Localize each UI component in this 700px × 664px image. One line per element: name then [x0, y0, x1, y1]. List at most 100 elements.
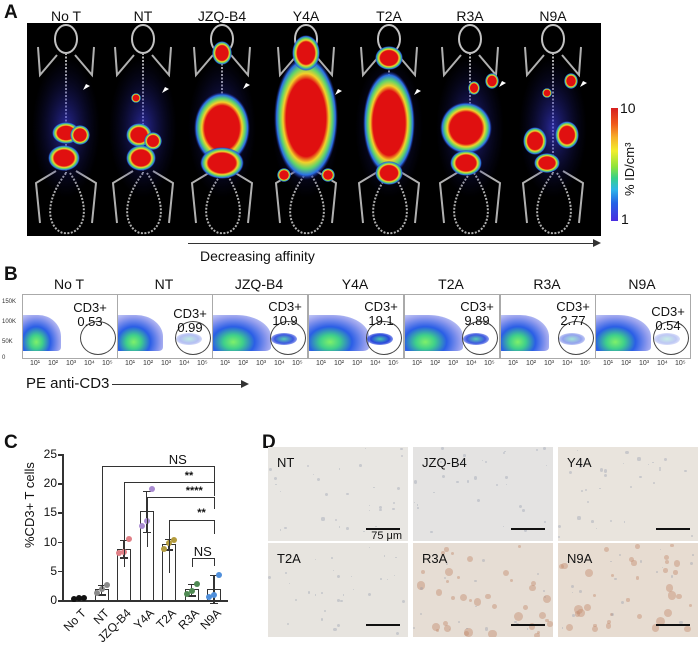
gate-name: CD3+: [651, 304, 685, 319]
gate-value: 2.77: [560, 313, 586, 328]
tissue-speck: [665, 583, 674, 592]
tissue-speck: [607, 620, 612, 625]
facs-x-axis-label: PE anti-CD3: [26, 375, 110, 392]
tissue-speck: [451, 596, 456, 601]
group-title: NT: [133, 8, 153, 24]
tissue-speck: [621, 600, 625, 604]
tissue-speck: [443, 576, 447, 580]
x-tick-label: 10¹: [412, 360, 423, 367]
tissue-speck: [570, 585, 574, 589]
tissue-speck: [342, 594, 345, 597]
tissue-speck: [659, 466, 662, 470]
tissue-speck: [639, 560, 643, 563]
x-tick-label: 10¹: [125, 360, 136, 367]
colorbar-max-label: 10: [620, 100, 636, 116]
scale-bar: [366, 528, 400, 530]
x-tick-label: 10²: [430, 360, 441, 367]
tissue-speck: [628, 557, 634, 562]
gate-name: CD3+: [173, 306, 207, 321]
colorbar-unit-label: % ID/cm³: [622, 142, 637, 196]
affinity-arrow-label: Decreasing affinity: [200, 248, 315, 264]
facs-plot: CD3+ 10.9: [212, 294, 308, 359]
tissue-speck: [565, 623, 574, 631]
tissue-speck: [352, 588, 355, 591]
tissue-speck: [533, 632, 540, 637]
facs-group-title: T2A: [438, 276, 464, 292]
tissue-speck: [379, 508, 382, 512]
tissue-speck: [530, 580, 536, 587]
tissue-speck: [402, 599, 406, 603]
error-cap: [210, 574, 218, 577]
tissue-speck: [284, 526, 287, 530]
tissue-speck: [441, 550, 446, 556]
tissue-speck: [288, 582, 290, 585]
bracket-right-tick: [214, 466, 215, 482]
facs-group-title: R3A: [533, 276, 561, 292]
tissue-speck: [614, 577, 617, 581]
gate-name: CD3+: [556, 299, 590, 314]
tissue-speck: [400, 447, 404, 451]
tissue-speck: [504, 451, 506, 453]
facs-gate-label: CD3+ 0.53: [68, 301, 112, 329]
gate-name: CD3+: [268, 299, 302, 314]
tissue-speck: [626, 598, 630, 602]
tissue-speck: [324, 610, 327, 613]
tissue-speck: [368, 504, 370, 506]
significance-label: NS: [193, 544, 212, 559]
data-point: [216, 571, 222, 578]
facs-gate-label: CD3+ 10.9: [263, 300, 307, 328]
tissue-speck: [655, 616, 665, 626]
tissue-speck: [513, 612, 523, 622]
ihc-tile-label: Y4A: [567, 455, 592, 470]
tissue-speck: [368, 509, 370, 512]
facs-plot: CD3+ 0.54: [595, 294, 691, 359]
facs-axis-arrow-line: [112, 384, 242, 385]
tissue-speck: [518, 504, 523, 508]
tissue-speck: [610, 612, 615, 616]
facs-group-title: Y4A: [341, 276, 369, 292]
tissue-speck: [676, 593, 682, 600]
colorbar-min-label: 1: [621, 211, 629, 227]
x-tick-label: 10³: [639, 360, 650, 367]
x-tick-label: 10⁴: [466, 360, 477, 367]
tissue-speck: [584, 489, 587, 492]
tissue-speck: [567, 560, 569, 563]
tissue-speck: [663, 554, 669, 560]
gate-value: 10.9: [272, 313, 298, 328]
tissue-speck: [543, 594, 552, 603]
tissue-speck: [543, 447, 546, 450]
tissue-speck: [485, 627, 489, 631]
facs-plot: CD3+ 0.99: [117, 294, 213, 359]
x-tick-label: 10⁴: [370, 360, 381, 367]
x-tick-label: 10⁵: [484, 360, 495, 367]
tissue-speck: [690, 534, 693, 537]
tissue-speck: [275, 483, 277, 486]
x-tick-label: 10⁴: [562, 360, 573, 367]
tissue-speck: [662, 566, 664, 568]
tissue-speck: [485, 593, 491, 600]
tissue-speck: [561, 562, 568, 570]
tissue-speck: [307, 465, 310, 468]
ihc-tile-label: JZQ-B4: [422, 455, 467, 470]
tissue-speck: [446, 579, 450, 584]
x-tick-label: 10¹: [603, 360, 614, 367]
tissue-speck: [339, 468, 341, 470]
tissue-speck: [441, 474, 446, 479]
facs-plot: CD3+ 0.53: [22, 294, 118, 359]
tissue-speck: [443, 620, 448, 626]
tissue-speck: [286, 623, 289, 626]
tissue-speck: [333, 628, 337, 632]
data-point: [148, 486, 155, 493]
tissue-speck: [603, 469, 608, 473]
facs-gate-label: CD3+ 0.99: [168, 307, 212, 335]
y-tick-label: 10: [43, 534, 57, 549]
tissue-speck: [596, 528, 598, 530]
tissue-speck: [578, 464, 583, 468]
tissue-speck: [488, 629, 497, 637]
y-tick-label: 50K: [2, 339, 13, 345]
x-tick-label: 10³: [161, 360, 172, 367]
tissue-speck: [351, 575, 353, 578]
group-title: N9A: [539, 8, 567, 24]
tissue-speck: [430, 530, 434, 534]
tissue-speck: [618, 554, 621, 557]
